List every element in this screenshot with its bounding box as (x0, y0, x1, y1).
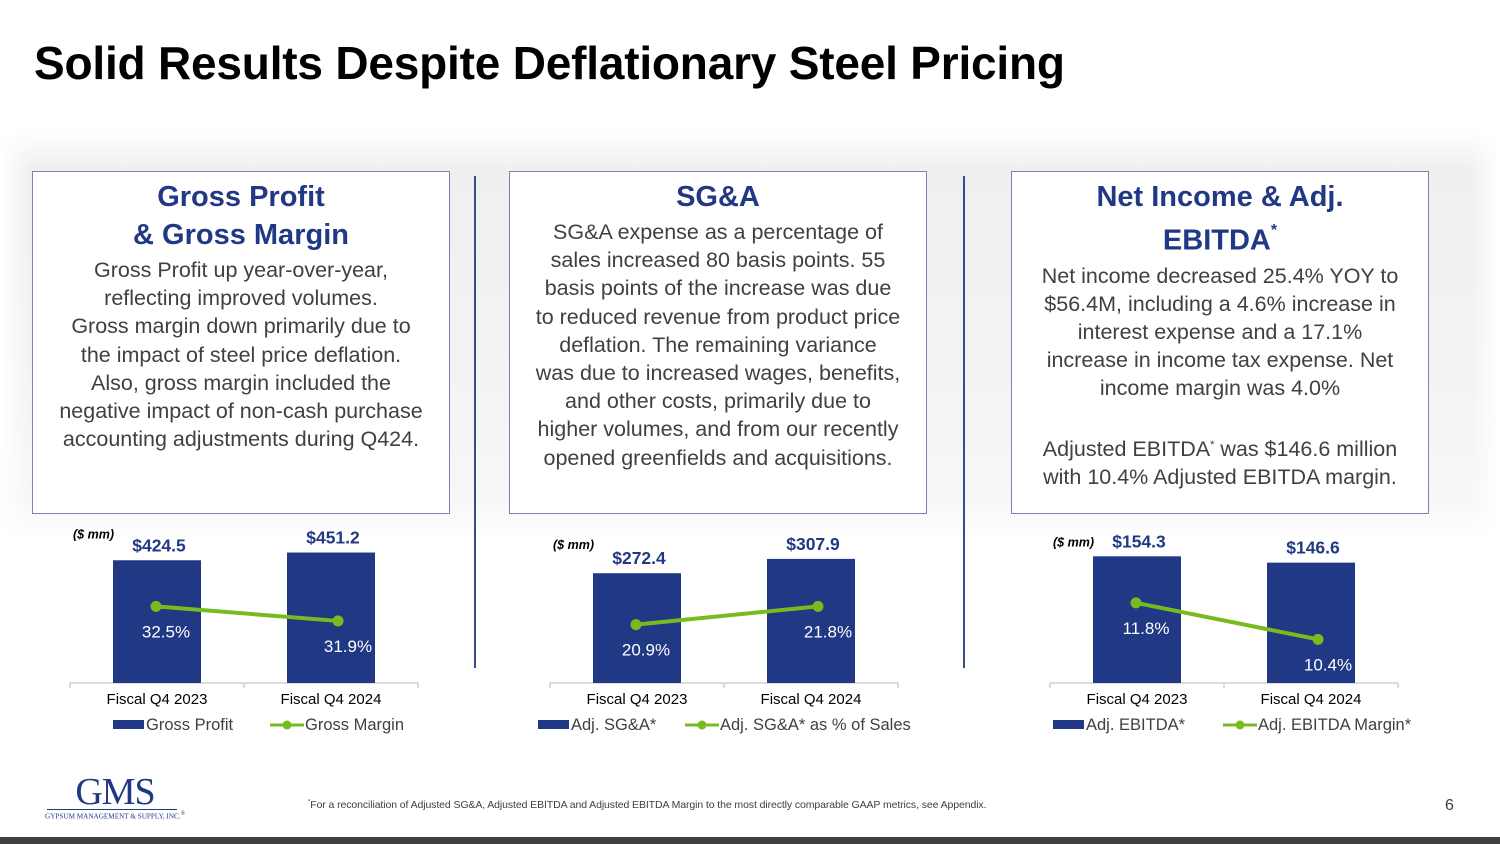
chart-svg: $424.5 $451.2 ($ mm) 32.5% 31.9% Fiscal Q4 20… (69, 528, 419, 734)
column-divider (963, 176, 965, 668)
legend-label: Adj. EBITDA Margin* (1258, 716, 1412, 734)
category-label: Fiscal Q4 2024 (281, 691, 382, 708)
sga-summary-box: SG&A SG&A expense as a percentage of sal… (509, 171, 927, 514)
box-title-line: & Gross Margin (133, 219, 349, 251)
legend-label: Gross Margin (305, 716, 404, 734)
unit-label: ($ mm) (1053, 535, 1094, 549)
line-value-label: 32.5% (142, 622, 190, 641)
bar (1093, 556, 1181, 683)
box-title: SG&A (510, 178, 926, 216)
line-point (1130, 597, 1142, 609)
gross-profit-summary-box: Gross Profit & Gross Margin Gross Profit… (32, 171, 450, 514)
series-line (155, 604, 339, 623)
gross-profit-chart: $424.5 $451.2 ($ mm) 32.5% 31.9% Fiscal Q4 20… (30, 520, 450, 750)
logo-wordmark: GMS (75, 771, 155, 813)
box-title-line: SG&A (676, 181, 760, 213)
page-number: 6 (1445, 797, 1454, 814)
box-title: Gross Profit & Gross Margin (33, 178, 449, 254)
gms-logo: GMS GYPSUM MANAGEMENT & SUPPLY, INC.® (45, 771, 185, 822)
legend-label: Adj. SG&A* as % of Sales (720, 716, 911, 734)
legend-bar-swatch (538, 720, 569, 729)
bar (113, 560, 201, 683)
logo-tagline: GYPSUM MANAGEMENT & SUPPLY, INC.® (45, 811, 185, 820)
bar-value-label: $272.4 (612, 548, 666, 568)
logo-rule (47, 809, 177, 810)
box-title-line: EBITDA* (1012, 216, 1428, 260)
series-line (1135, 600, 1319, 642)
bar-value-label: $451.2 (306, 528, 360, 548)
chart-svg: $272.4 $307.9 ($ mm) 20.9% 21.8% Fiscal Q4 20… (538, 534, 911, 734)
line-value-label: 31.9% (324, 637, 372, 656)
line-point (332, 615, 344, 627)
line-point (812, 600, 824, 612)
footnote-marker: * (1270, 222, 1278, 239)
series-line (635, 604, 819, 627)
line-value-label: 21.8% (804, 622, 852, 641)
footnote-marker: * (308, 799, 311, 806)
box-title-line: Net Income & Adj. (1096, 181, 1344, 213)
sga-chart: $272.4 $307.9 ($ mm) 20.9% 21.8% Fiscal Q4 20… (510, 520, 930, 750)
legend-bar-swatch (113, 720, 144, 729)
box-body-text: Gross Profit up year-over-year, reflecti… (59, 258, 423, 452)
registered-mark: ® (180, 811, 186, 817)
category-label: Fiscal Q4 2023 (107, 691, 208, 708)
line-value-label: 10.4% (1304, 655, 1352, 674)
body-text-part: was $146.6 million with 10.4% Adjusted E… (1043, 437, 1398, 490)
legend-label: Gross Profit (146, 716, 234, 734)
category-label: Fiscal Q4 2023 (587, 691, 688, 708)
bar-value-label: $154.3 (1112, 531, 1166, 551)
legend-line-marker (697, 720, 707, 730)
ebitda-chart: $154.3 $146.6 ($ mm) 11.8% 10.4% Fiscal Q4 20… (1010, 520, 1430, 750)
legend-line-marker (282, 720, 292, 730)
footnote-marker: * (1210, 438, 1215, 451)
slide-title: Solid Results Despite Deflationary Steel… (34, 37, 1065, 89)
line-point (150, 600, 162, 612)
category-label: Fiscal Q4 2023 (1087, 691, 1188, 708)
chart-svg: $154.3 $146.6 ($ mm) 11.8% 10.4% Fiscal Q4 20… (1049, 531, 1412, 734)
legend-label: Adj. SG&A* (571, 716, 657, 734)
box-title: Net Income & Adj. EBITDA* (1012, 178, 1428, 260)
category-label: Fiscal Q4 2024 (1261, 691, 1362, 708)
bar-value-label: $307.9 (786, 534, 840, 554)
column-divider (474, 176, 476, 668)
line-point (630, 619, 642, 631)
line-value-label: 20.9% (622, 641, 670, 660)
bar (1267, 562, 1355, 683)
footnote-text: For a reconciliation of Adjusted SG&A, A… (310, 799, 987, 811)
bottom-bar (0, 837, 1500, 844)
unit-label: ($ mm) (73, 528, 114, 542)
bar (767, 558, 855, 683)
unit-label: ($ mm) (553, 538, 594, 552)
box-body-text: SG&A expense as a percentage of sales in… (535, 220, 901, 470)
box-title-text: EBITDA (1162, 224, 1271, 257)
bar-value-label: $146.6 (1286, 538, 1340, 558)
box-body-text: Net income decreased 25.4% YOY to $56.4M… (1012, 262, 1428, 492)
bar-value-label: $424.5 (132, 535, 186, 555)
line-value-label: 11.8% (1123, 619, 1170, 638)
logo-tagline-text: GYPSUM MANAGEMENT & SUPPLY, INC. (45, 812, 181, 821)
legend-bar-swatch (1053, 720, 1084, 729)
box-title-line: Gross Profit (157, 181, 325, 213)
body-text-part: Net income decreased 25.4% YOY to $56.4M… (1041, 263, 1399, 462)
footnote: *For a reconciliation of Adjusted SG&A, … (308, 799, 986, 811)
legend-label: Adj. EBITDA* (1086, 716, 1186, 734)
category-label: Fiscal Q4 2024 (761, 691, 862, 708)
line-point (1312, 633, 1324, 645)
legend-line-marker (1235, 720, 1245, 730)
net-income-ebitda-summary-box: Net Income & Adj. EBITDA* Net income dec… (1011, 171, 1429, 514)
